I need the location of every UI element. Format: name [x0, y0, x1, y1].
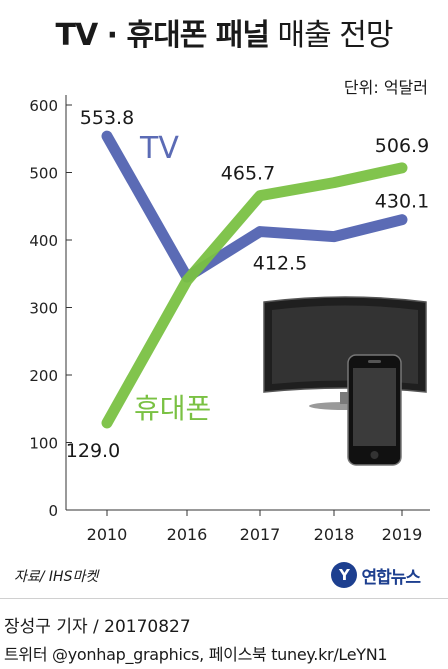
x-tick-label: 2010: [87, 525, 128, 544]
y-tick-label: 200: [29, 367, 58, 385]
series-label-phone: 휴대폰: [134, 392, 211, 425]
phone-screen: [353, 368, 396, 446]
data-label: 430.1: [375, 191, 429, 213]
logo-text: 연합뉴스: [361, 567, 421, 588]
y-tick-label: 600: [29, 97, 58, 115]
series-line-tv: [101, 130, 408, 283]
series-layer: [101, 130, 408, 429]
byline: 장성구 기자 / 20170827: [4, 617, 191, 637]
y-tick-label: 0: [48, 502, 58, 520]
axis-layer: 0 100 200 300 400 500 600 2010 2016 2017 2018 2019: [29, 95, 430, 544]
data-label: 506.9: [375, 135, 429, 157]
series-label-tv: TV: [139, 131, 179, 166]
data-label: 129.0: [66, 440, 120, 462]
x-tick-label: 2017: [240, 525, 281, 544]
logo: Y 연합뉴스: [331, 562, 421, 588]
data-label: 412.5: [253, 253, 307, 275]
source-note: 자료/ IHS마켓: [14, 569, 99, 585]
x-tick-label: 2019: [382, 525, 423, 544]
divider: [0, 598, 448, 599]
y-tick-label: 100: [29, 435, 58, 453]
x-tick-label: 2018: [314, 525, 355, 544]
data-label: 465.7: [221, 163, 275, 185]
label-layer: 553.8 412.5 430.1 129.0 465.7 506.9 TV 휴대폰: [66, 107, 429, 462]
chart-title: TV · 휴대폰 패널 매출 전망: [0, 10, 448, 54]
unit-label: 단위: 억달러: [343, 78, 428, 97]
y-tick-label: 400: [29, 232, 58, 250]
social-links[interactable]: 트위터 @yonhap_graphics, 페이스북 tuney.kr/LeYN…: [4, 645, 388, 664]
y-tick-label: 500: [29, 165, 58, 183]
logo-mark: Y: [331, 562, 358, 588]
x-tick-label: 2016: [167, 525, 208, 544]
title-main: TV · 휴대폰 패널: [55, 18, 270, 53]
device-illustration: [263, 296, 427, 466]
title-sub: 매출 전망: [277, 18, 394, 53]
data-label: 553.8: [80, 107, 134, 129]
series-line-phone: [101, 162, 408, 429]
y-tick-label: 300: [29, 300, 58, 318]
